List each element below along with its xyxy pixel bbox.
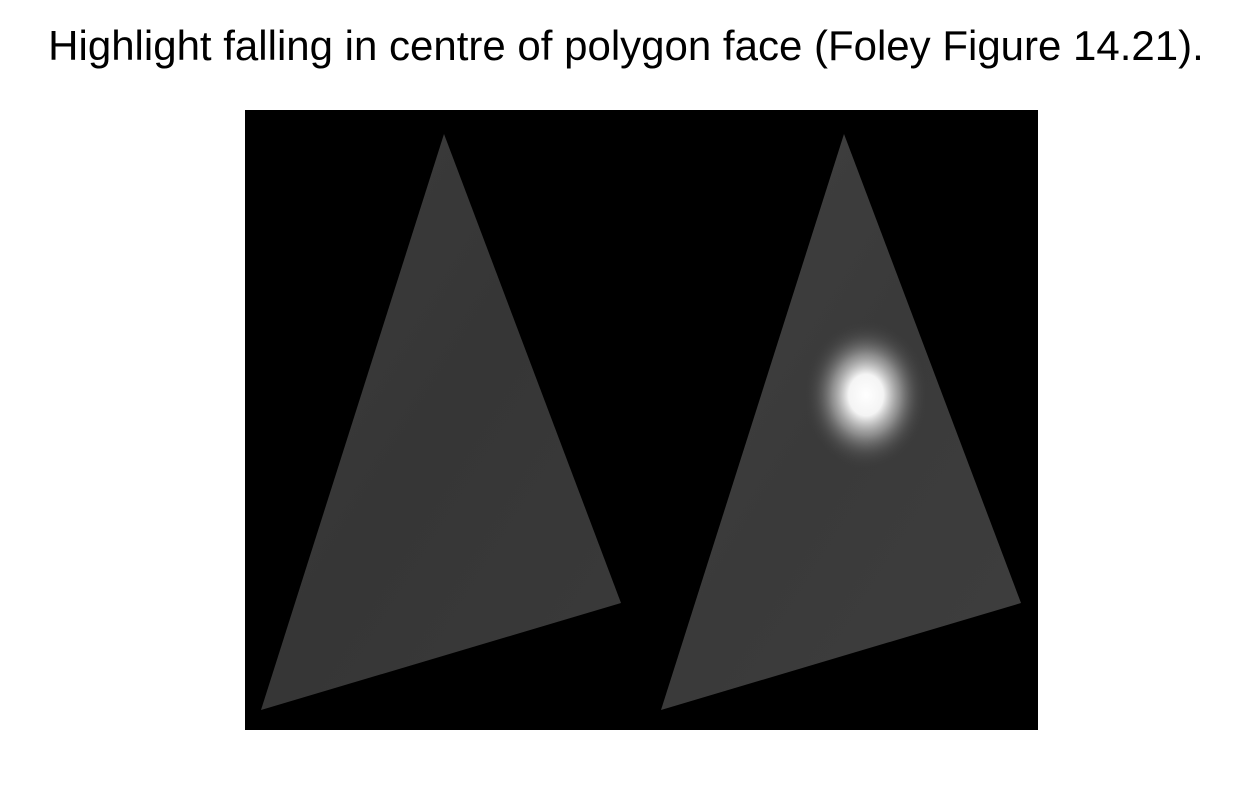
specular-highlight bbox=[804, 321, 928, 469]
slide-caption: Highlight falling in centre of polygon f… bbox=[48, 22, 1204, 69]
flat-shaded-triangle bbox=[261, 134, 621, 710]
highlighted-triangle bbox=[661, 134, 1021, 710]
polygon-shading-figure bbox=[245, 110, 1038, 730]
